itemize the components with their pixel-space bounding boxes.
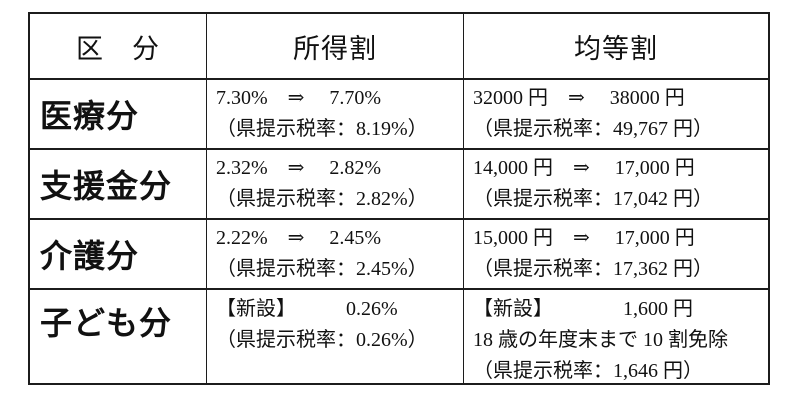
header-per-capita-label: 均等割 <box>574 33 658 64</box>
header-category: 区 分 <box>30 14 207 80</box>
support-per-capita-prefecture-rate: （県提示税率：17,042 円） <box>473 188 713 210</box>
nursing-per-capita-change: 15,000 円 ⇒ 17,000 円 <box>473 227 695 249</box>
nursing-income-prefecture-rate: （県提示税率：2.45%） <box>216 258 428 280</box>
support-income-rate-change: 2.32% ⇒ 2.82% <box>216 157 382 179</box>
children-income-new-rate: 【新設】 0.26% <box>216 298 398 320</box>
cell-support-income: 2.32% ⇒ 2.82% （県提示税率：2.82%） <box>207 150 464 220</box>
row-label-support-text: 支援金分 <box>40 168 173 204</box>
medical-per-capita-prefecture-rate: （県提示税率：49,767 円） <box>473 118 713 140</box>
cell-medical-per-capita: 32000 円 ⇒ 38000 円 （県提示税率：49,767 円） <box>464 80 768 150</box>
support-income-prefecture-rate: （県提示税率：2.82%） <box>216 188 428 210</box>
support-per-capita-change: 14,000 円 ⇒ 17,000 円 <box>473 157 695 179</box>
row-label-nursing-text: 介護分 <box>40 238 140 274</box>
medical-per-capita-change: 32000 円 ⇒ 38000 円 <box>473 87 685 109</box>
cell-support-per-capita: 14,000 円 ⇒ 17,000 円 （県提示税率：17,042 円） <box>464 150 768 220</box>
row-label-children-text: 子ども分 <box>40 305 173 341</box>
children-per-capita-new-amount: 【新設】 1,600 円 <box>473 298 693 320</box>
header-income-rate: 所得割 <box>207 14 464 80</box>
header-income-rate-label: 所得割 <box>293 33 377 64</box>
header-category-label: 区 分 <box>76 33 160 64</box>
children-per-capita-exemption-note: 18 歳の年度末まで 10 割免除 <box>473 329 728 351</box>
nursing-income-rate-change: 2.22% ⇒ 2.45% <box>216 227 382 249</box>
nursing-per-capita-prefecture-rate: （県提示税率：17,362 円） <box>473 258 713 280</box>
cell-nursing-per-capita: 15,000 円 ⇒ 17,000 円 （県提示税率：17,362 円） <box>464 220 768 290</box>
header-per-capita: 均等割 <box>464 14 768 80</box>
row-label-support: 支援金分 <box>30 150 207 220</box>
row-label-medical: 医療分 <box>30 80 207 150</box>
tax-rate-table: 区 分 所得割 均等割 医療分 7.30% ⇒ 7.70% （県提示税率：8.1… <box>28 12 770 385</box>
row-label-medical-text: 医療分 <box>40 98 140 134</box>
medical-income-rate-change: 7.30% ⇒ 7.70% <box>216 87 382 109</box>
cell-children-per-capita: 【新設】 1,600 円 18 歳の年度末まで 10 割免除 （県提示税率：1,… <box>464 290 768 383</box>
medical-income-prefecture-rate: （県提示税率：8.19%） <box>216 118 428 140</box>
cell-nursing-income: 2.22% ⇒ 2.45% （県提示税率：2.45%） <box>207 220 464 290</box>
cell-children-income: 【新設】 0.26% （県提示税率：0.26%） <box>207 290 464 383</box>
cell-medical-income: 7.30% ⇒ 7.70% （県提示税率：8.19%） <box>207 80 464 150</box>
row-label-nursing: 介護分 <box>30 220 207 290</box>
children-income-prefecture-rate: （県提示税率：0.26%） <box>216 329 428 351</box>
row-label-children: 子ども分 <box>30 290 207 383</box>
children-per-capita-prefecture-rate: （県提示税率：1,646 円） <box>473 360 703 382</box>
